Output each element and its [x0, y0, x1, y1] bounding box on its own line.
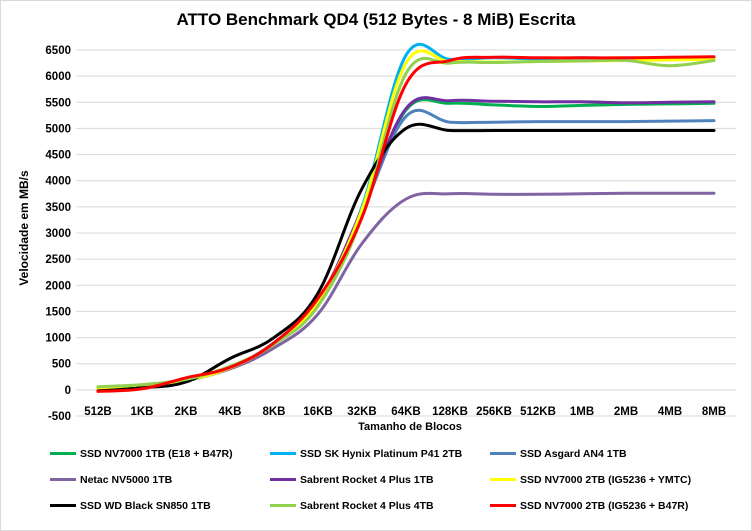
y-tick-label: 5500	[45, 97, 71, 109]
legend-label: Sabrent Rocket 4 Plus 4TB	[300, 500, 434, 513]
legend-item: SSD WD Black SN850 1TB	[50, 500, 211, 516]
legend-item: SSD SK Hynix Platinum P41 2TB	[270, 448, 462, 464]
legend-label: Netac NV5000 1TB	[80, 474, 173, 487]
x-tick-label: 2KB	[174, 406, 197, 418]
x-tick-label: 128KB	[432, 406, 468, 418]
legend-swatch	[490, 477, 516, 481]
y-tick-label: 1500	[45, 306, 71, 318]
x-tick-label: 512B	[84, 406, 112, 418]
series-line	[96, 191, 716, 391]
y-tick-labels: -500 0 500 1000 1500 2000 2500 3000 3500 4000 4500…	[45, 45, 71, 423]
legend-item: Sabrent Rocket 4 Plus 1TB	[270, 474, 434, 490]
y-tick-label: 2000	[45, 280, 71, 292]
legend-label: SSD Asgard AN4 1TB	[520, 448, 627, 461]
y-tick-label: 6000	[45, 71, 71, 83]
series-line	[96, 96, 716, 390]
y-tick-label: 1000	[45, 333, 71, 345]
series-line	[96, 98, 716, 389]
legend-swatch	[50, 451, 76, 455]
legend-label: SSD SK Hynix Platinum P41 2TB	[300, 448, 463, 461]
x-tick-labels: 512B 1KB 2KB 4KB 8KB 16KB 32KB 64KB 128KB 256KB 51…	[84, 406, 726, 418]
x-axis-label: Tamanho de Blocos	[358, 421, 462, 433]
x-tick-label: 1KB	[130, 406, 153, 418]
legend-swatch	[50, 503, 76, 507]
legend-label: SSD WD Black SN850 1TB	[80, 500, 211, 513]
legend-item: SSD NV7000 2TB (IG5236 + YMTC)	[490, 474, 691, 490]
x-tick-label: 8KB	[262, 406, 285, 418]
legend-item: SSD Asgard AN4 1TB	[490, 448, 627, 464]
y-tick-label: 3000	[45, 228, 71, 240]
x-tick-label: 8MB	[702, 406, 726, 418]
y-tick-label: 5000	[45, 123, 71, 135]
series-line	[96, 108, 716, 390]
x-tick-label: 32KB	[347, 406, 376, 418]
legend-swatch	[50, 477, 76, 481]
series-line	[96, 55, 716, 393]
y-axis-label: Velocidade em MB/s	[17, 170, 31, 286]
legend-label: SSD NV7000 1TB (E18 + B47R)	[80, 448, 233, 461]
y-tick-label: 500	[52, 359, 71, 371]
chart-title: ATTO Benchmark QD4 (512 Bytes - 8 MiB) E…	[176, 10, 576, 29]
legend-item: SSD NV7000 2TB (IG5236 + B47R)	[490, 500, 688, 516]
y-tick-label: 4500	[45, 150, 71, 162]
legend-swatch	[270, 477, 296, 481]
x-tick-label: 4MB	[658, 406, 682, 418]
legend-swatch	[490, 451, 516, 455]
x-tick-label: 64KB	[391, 406, 420, 418]
x-tick-label: 512KB	[520, 406, 556, 418]
legend-swatch	[490, 503, 516, 507]
series-line	[96, 122, 716, 393]
x-tick-label: 1MB	[570, 406, 594, 418]
y-tick-label: 6500	[45, 45, 71, 57]
x-tick-label: 2MB	[614, 406, 638, 418]
legend-label: SSD NV7000 2TB (IG5236 + YMTC)	[520, 474, 692, 487]
series-line	[96, 42, 716, 390]
legend-label: SSD NV7000 2TB (IG5236 + B47R)	[520, 500, 689, 513]
legend-item: Sabrent Rocket 4 Plus 4TB	[270, 500, 434, 516]
legend-swatch	[270, 451, 296, 455]
y-tick-label: -500	[48, 411, 71, 423]
x-tick-label: 16KB	[303, 406, 332, 418]
legend-item: Netac NV5000 1TB	[50, 474, 172, 490]
y-tick-label: 2500	[45, 254, 71, 266]
legend-swatch	[270, 503, 296, 507]
series-lines	[96, 42, 716, 393]
y-tick-label: 0	[65, 385, 71, 397]
legend-label: Sabrent Rocket 4 Plus 1TB	[300, 474, 434, 487]
x-tick-label: 256KB	[476, 406, 512, 418]
x-tick-label: 4KB	[218, 406, 241, 418]
legend-item: SSD NV7000 1TB (E18 + B47R)	[50, 448, 233, 464]
y-tick-label: 4000	[45, 176, 71, 188]
y-tick-label: 3500	[45, 202, 71, 214]
